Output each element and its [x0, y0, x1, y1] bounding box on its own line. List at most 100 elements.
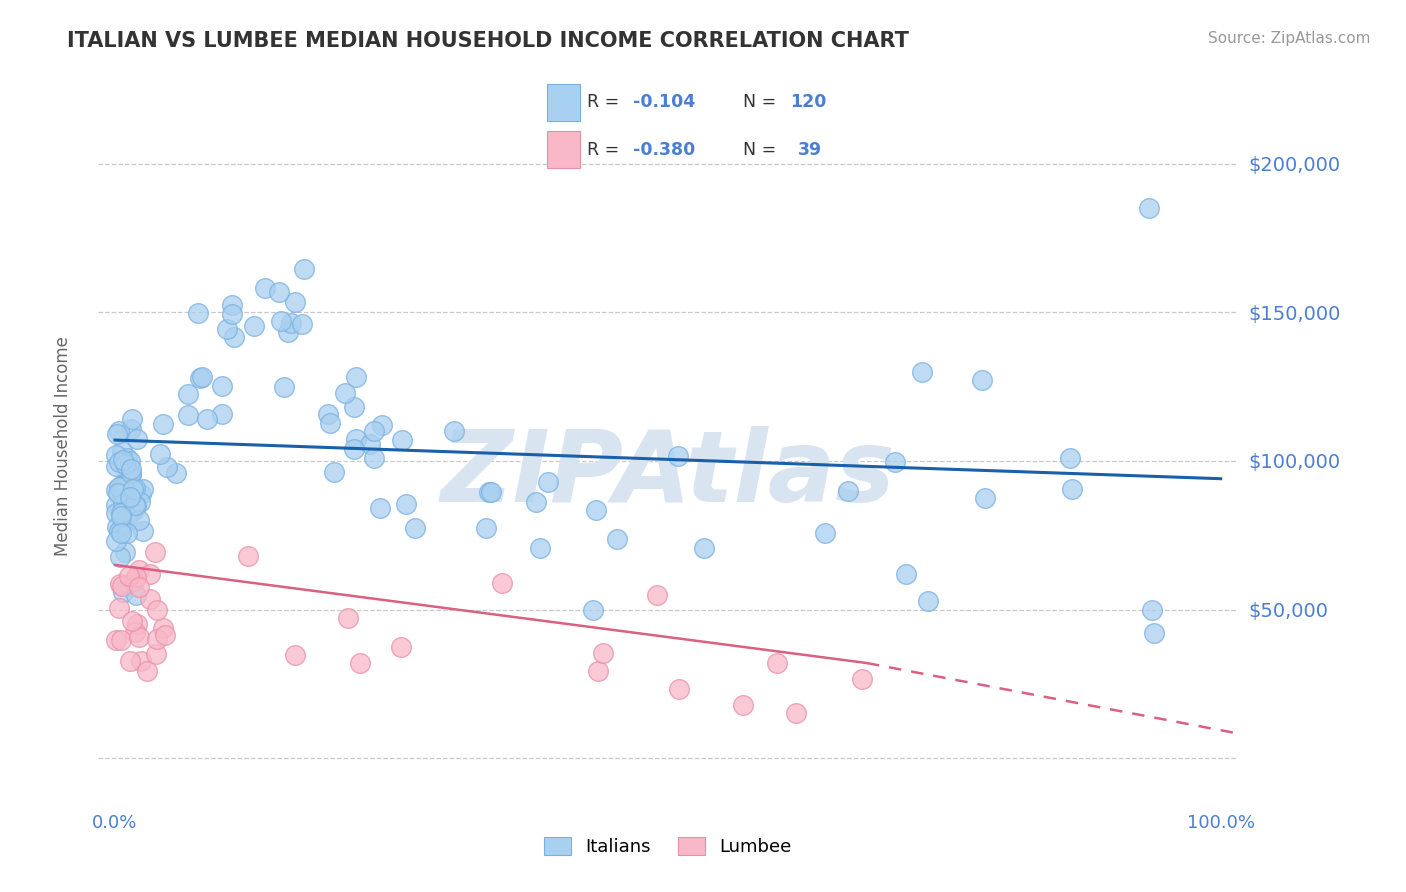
Point	[693, 541, 716, 555]
Point	[292, 262, 315, 277]
Point	[211, 407, 233, 421]
Point	[359, 437, 381, 451]
Text: R =: R =	[588, 141, 620, 159]
Point	[284, 295, 307, 310]
Point	[139, 592, 162, 607]
Point	[121, 411, 143, 425]
Point	[217, 322, 239, 336]
Point	[606, 533, 628, 547]
Point	[479, 484, 502, 499]
Point	[336, 611, 359, 625]
Point	[319, 417, 342, 431]
Point	[115, 450, 138, 465]
Point	[129, 487, 152, 501]
Point	[491, 576, 513, 591]
Text: N =: N =	[742, 141, 776, 159]
Point	[111, 479, 134, 493]
Point	[322, 465, 344, 479]
Point	[128, 631, 150, 645]
Point	[785, 706, 807, 720]
Point	[120, 467, 142, 482]
Point	[132, 482, 155, 496]
Point	[524, 495, 547, 509]
Point	[104, 632, 127, 647]
Point	[120, 461, 142, 475]
Point	[112, 518, 135, 533]
Point	[145, 647, 167, 661]
Point	[122, 574, 145, 588]
Point	[343, 442, 366, 456]
Point	[224, 330, 246, 344]
Point	[280, 316, 302, 330]
Point	[1140, 602, 1163, 616]
Point	[284, 648, 307, 663]
Point	[344, 369, 367, 384]
Point	[124, 481, 146, 495]
Point	[291, 317, 314, 331]
Point	[177, 387, 200, 401]
Point	[349, 656, 371, 670]
Point	[125, 617, 148, 632]
Point	[668, 681, 690, 696]
Point	[128, 581, 150, 595]
Point	[443, 424, 465, 438]
Point	[121, 614, 143, 628]
Point	[894, 567, 917, 582]
Point	[132, 524, 155, 538]
Point	[529, 541, 551, 555]
Point	[129, 495, 152, 509]
Point	[108, 480, 131, 494]
Point	[270, 314, 292, 328]
Point	[814, 526, 837, 541]
Point	[105, 427, 128, 442]
Text: 39: 39	[797, 141, 821, 159]
Point	[111, 579, 134, 593]
Point	[1059, 451, 1081, 466]
Point	[211, 379, 233, 393]
Point	[152, 417, 174, 431]
Point	[107, 486, 129, 500]
FancyBboxPatch shape	[547, 131, 581, 168]
Point	[277, 325, 299, 339]
Point	[478, 484, 501, 499]
Point	[128, 513, 150, 527]
Text: -0.380: -0.380	[633, 141, 695, 159]
Point	[125, 432, 148, 446]
Point	[135, 664, 157, 678]
Point	[108, 601, 131, 615]
Point	[363, 450, 385, 465]
Legend: Italians, Lumbee: Italians, Lumbee	[537, 830, 799, 863]
Point	[586, 665, 609, 679]
Point	[104, 483, 127, 497]
Point	[111, 497, 134, 511]
Point	[128, 563, 150, 577]
Point	[125, 500, 148, 514]
Point	[105, 520, 128, 534]
Point	[1060, 482, 1083, 496]
Point	[733, 698, 755, 712]
Point	[104, 458, 127, 473]
Point	[117, 526, 139, 541]
Point	[368, 500, 391, 515]
Point	[108, 455, 131, 469]
Point	[114, 492, 136, 507]
Point	[837, 484, 859, 499]
Text: N =: N =	[742, 94, 776, 112]
Point	[111, 453, 134, 467]
Point	[911, 365, 934, 379]
Text: 120: 120	[790, 94, 827, 112]
Point	[149, 447, 172, 461]
Text: R =: R =	[588, 94, 620, 112]
Point	[110, 506, 132, 520]
Point	[125, 588, 148, 602]
Point	[363, 425, 385, 439]
Point	[267, 285, 290, 299]
Text: ZIPAtlas: ZIPAtlas	[440, 426, 896, 523]
Point	[236, 549, 259, 563]
Point	[243, 319, 266, 334]
Point	[118, 490, 141, 504]
Point	[582, 602, 605, 616]
Point	[105, 448, 128, 462]
Point	[273, 380, 295, 394]
Point	[120, 467, 142, 481]
